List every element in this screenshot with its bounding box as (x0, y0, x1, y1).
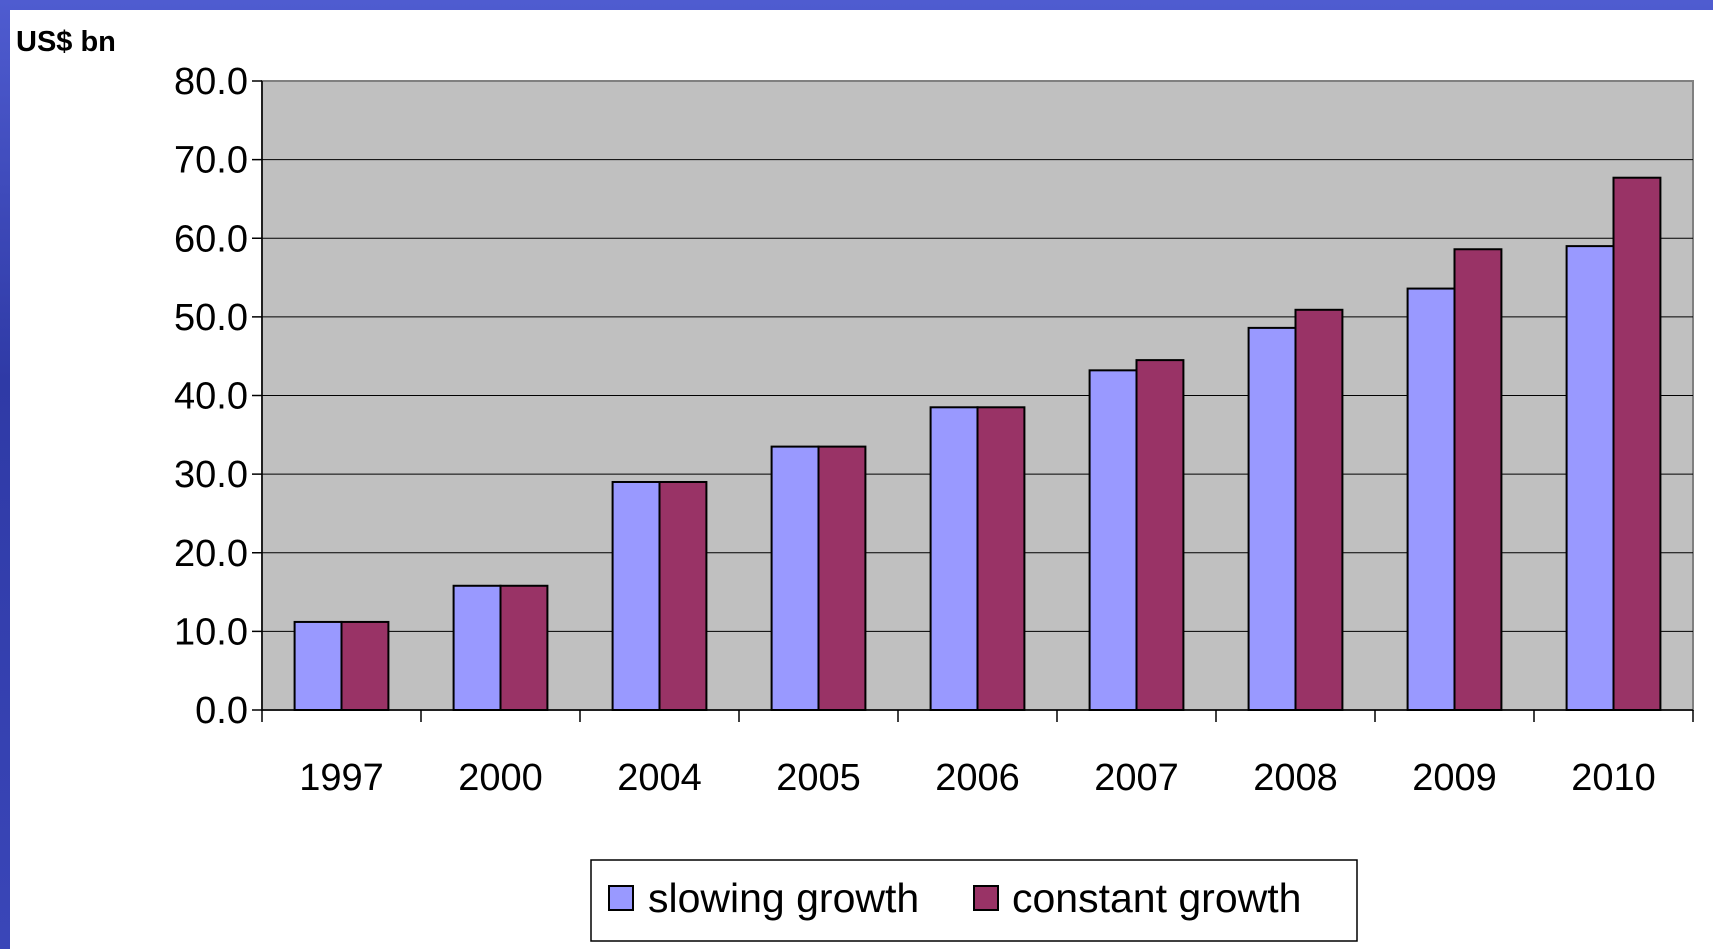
bar-slowing-growth-2004 (611, 480, 661, 711)
bar-constant-growth-2006 (976, 406, 1026, 711)
x-tick-label: 2004 (617, 757, 702, 799)
y-tick-label: 50.0 (174, 297, 248, 339)
bar-slowing-growth-2005 (770, 445, 820, 711)
y-tick-label: 40.0 (174, 376, 248, 418)
bar-slowing-growth-2006 (929, 406, 979, 711)
x-tick-label: 2010 (1571, 757, 1656, 799)
legend: slowing growth constant growth (590, 859, 1358, 942)
bar-slowing-growth-2008 (1247, 326, 1297, 711)
y-tick-label: 60.0 (174, 218, 248, 260)
x-tick-label: 2006 (935, 757, 1020, 799)
y-axis-unit-label: US$ bn (16, 26, 116, 58)
x-axis: 1997 2000 2004 2005 2006 2007 2008 2009 2010 (261, 709, 1694, 799)
bar-constant-growth-2005 (817, 445, 867, 711)
x-tick-label: 2005 (776, 757, 861, 799)
x-tick-label: 1997 (299, 757, 384, 799)
bar-slowing-growth-2009 (1406, 287, 1456, 711)
x-tick-label: 2008 (1253, 757, 1338, 799)
y-axis: 0.0 10.0 20.0 30.0 40.0 50.0 60.0 70.0 80.0 (174, 61, 263, 732)
bars (293, 176, 1662, 712)
x-tick-label: 2007 (1094, 757, 1179, 799)
y-tick-label: 10.0 (174, 611, 248, 653)
legend-label-slowing-growth: slowing growth (648, 875, 919, 921)
legend-swatch-constant-growth (973, 885, 999, 911)
bar-constant-growth-2009 (1453, 248, 1503, 711)
x-tick-label: 2009 (1412, 757, 1497, 799)
bar-constant-growth-2008 (1294, 308, 1344, 711)
x-tick-label: 2000 (458, 757, 543, 799)
bar-constant-growth-2010 (1612, 176, 1662, 712)
y-tick-label: 0.0 (195, 690, 248, 732)
legend-swatch-slowing-growth (608, 885, 634, 911)
bar-slowing-growth-2000 (452, 584, 502, 712)
bar-constant-growth-2007 (1135, 359, 1185, 711)
bar-slowing-growth-2010 (1565, 245, 1615, 712)
legend-label-constant-growth: constant growth (1012, 875, 1301, 921)
y-tick-label: 70.0 (174, 140, 248, 182)
bar-constant-growth-1997 (340, 620, 390, 711)
bar-constant-growth-2004 (658, 480, 708, 711)
bar-constant-growth-2000 (499, 584, 549, 712)
bar-slowing-growth-1997 (293, 620, 343, 711)
y-tick-label: 80.0 (174, 61, 248, 103)
y-tick-label: 20.0 (174, 533, 248, 575)
bar-slowing-growth-2007 (1088, 369, 1138, 711)
y-tick-label: 30.0 (174, 454, 248, 496)
